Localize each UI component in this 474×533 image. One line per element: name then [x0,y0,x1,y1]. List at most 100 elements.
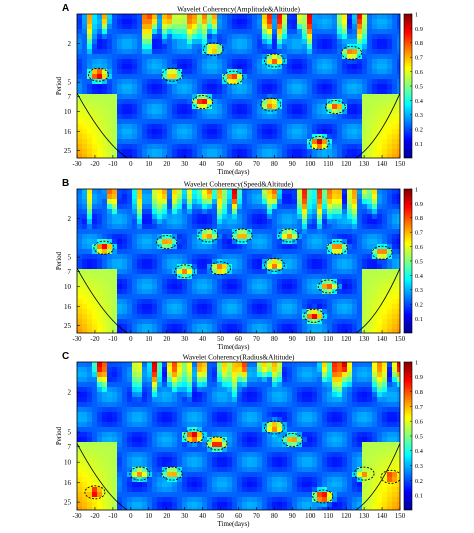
heatmap-cell [352,119,358,125]
heatmap-cell [307,397,313,403]
heatmap-cell [357,397,363,403]
heatmap-cell [197,44,203,50]
heatmap-cell [302,304,308,310]
heatmap-cell [117,144,123,150]
heatmap-cell [387,199,393,205]
heatmap-cell [142,319,148,325]
heatmap-cell [377,294,383,300]
heatmap-cell [162,437,168,443]
heatmap-cell [372,309,378,315]
heatmap-cell [247,199,253,205]
heatmap-cell [212,269,218,275]
heatmap-cell [312,94,318,100]
heatmap-cell [262,407,268,413]
heatmap-cell [237,109,243,115]
heatmap-cell [222,214,228,220]
heatmap-cell [342,377,348,383]
heatmap-cell [177,432,183,438]
heatmap-cell [172,124,178,130]
heatmap-cell [87,109,93,115]
heatmap-cell [307,69,313,75]
heatmap-cell [352,362,358,368]
heatmap-cell [267,387,273,393]
heatmap-cell [337,324,343,330]
heatmap-cell [277,124,283,130]
heatmap-cell [307,39,313,45]
heatmap-cell [112,382,118,388]
heatmap-cell [397,219,400,225]
heatmap-cell [112,412,118,418]
heatmap-cell [107,134,113,140]
heatmap-cell [102,214,108,220]
heatmap-cell [287,24,293,30]
heatmap-cell [247,299,253,305]
heatmap-cell [77,304,83,310]
heatmap-cell [357,299,363,305]
y-tick-label: 16 [64,303,72,311]
heatmap-cell [387,294,393,300]
heatmap-cell [272,264,278,270]
heatmap-cell [267,324,273,330]
heatmap-cell [292,204,298,210]
heatmap-cell [147,59,153,65]
heatmap-cell [182,427,188,433]
heatmap-cell [392,377,398,383]
heatmap-cell [317,139,323,145]
heatmap-cell [192,204,198,210]
heatmap-cell [367,229,373,235]
heatmap-cell [172,259,178,265]
heatmap-cell [377,269,383,275]
heatmap-cell [187,209,193,215]
heatmap-cell [127,367,133,373]
heatmap-cell [267,109,273,115]
heatmap-cell [192,264,198,270]
heatmap-cell [117,14,123,20]
heatmap-cell [112,134,118,140]
heatmap-cell [312,134,318,140]
heatmap-cell [302,104,308,110]
heatmap-cell [372,269,378,275]
heatmap-cell [87,74,93,80]
heatmap-cell [382,427,388,433]
heatmap-cell [227,24,233,30]
heatmap-cell [282,49,288,55]
heatmap-cell [307,34,313,40]
heatmap-cell [127,319,133,325]
heatmap-cell [197,154,203,158]
heatmap-cell [202,149,208,155]
heatmap-cell [372,209,378,215]
heatmap-cell [252,314,258,320]
heatmap-cell [287,402,293,408]
heatmap-cell [117,249,123,255]
heatmap-cell [242,199,248,205]
heatmap-cell [162,372,168,378]
heatmap-cell [287,189,293,195]
heatmap-cell [212,234,218,240]
heatmap-cell [187,194,193,200]
panel-label: A [62,3,69,14]
heatmap-cell [307,224,313,230]
heatmap-cell [277,259,283,265]
heatmap-cell [397,422,400,428]
heatmap-cell [137,432,143,438]
heatmap-cell [217,149,223,155]
heatmap-cell [307,14,313,20]
heatmap-cell [367,64,373,70]
heatmap-cell [152,139,158,145]
heatmap-cell [97,324,103,330]
heatmap-cell [267,294,273,300]
heatmap-cell [382,319,388,325]
heatmap-cell [82,309,88,315]
heatmap-cell [222,397,228,403]
heatmap-cell [182,79,188,85]
heatmap-cell [367,129,373,135]
heatmap-cell [152,14,158,20]
heatmap-cell [327,274,333,280]
heatmap-cell [157,372,163,378]
heatmap-cell [92,149,98,155]
heatmap-cell [117,114,123,120]
heatmap-cell [192,422,198,428]
heatmap-cell [192,74,198,80]
heatmap-cell [357,264,363,270]
heatmap-cell [112,24,118,30]
